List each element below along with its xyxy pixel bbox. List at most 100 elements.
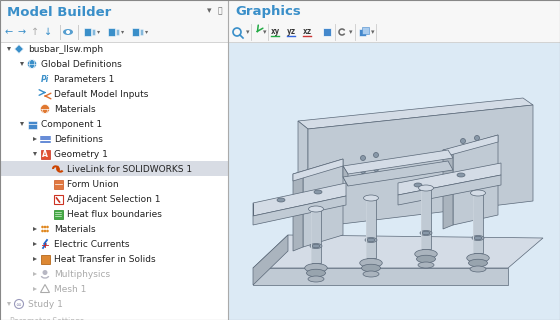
Text: ▾: ▾ bbox=[349, 29, 352, 35]
Text: A: A bbox=[42, 150, 48, 159]
Polygon shape bbox=[398, 175, 501, 205]
Polygon shape bbox=[33, 257, 37, 261]
Polygon shape bbox=[311, 209, 321, 263]
Polygon shape bbox=[443, 148, 453, 229]
Ellipse shape bbox=[457, 173, 465, 177]
Ellipse shape bbox=[466, 253, 489, 262]
Text: →: → bbox=[18, 27, 26, 37]
Bar bbox=[108, 28, 115, 36]
Text: ∞: ∞ bbox=[15, 301, 21, 308]
Polygon shape bbox=[303, 159, 343, 247]
Polygon shape bbox=[453, 135, 498, 225]
Circle shape bbox=[44, 226, 46, 228]
Bar bbox=[54, 180, 63, 189]
Text: Heat Transfer in Solids: Heat Transfer in Solids bbox=[54, 255, 156, 264]
Ellipse shape bbox=[418, 262, 434, 268]
Polygon shape bbox=[343, 161, 453, 186]
Text: Geometry 1: Geometry 1 bbox=[54, 150, 108, 159]
Bar bbox=[140, 29, 143, 35]
Bar bbox=[0, 161, 228, 176]
Ellipse shape bbox=[309, 206, 324, 212]
Polygon shape bbox=[366, 198, 376, 258]
Bar bbox=[0, 0, 228, 22]
Bar bbox=[0, 22, 228, 42]
Ellipse shape bbox=[305, 263, 327, 273]
Bar bbox=[228, 22, 560, 42]
Ellipse shape bbox=[277, 198, 285, 202]
Bar bbox=[92, 29, 95, 35]
Polygon shape bbox=[398, 163, 501, 195]
Ellipse shape bbox=[361, 156, 366, 161]
Bar bbox=[362, 27, 369, 34]
Ellipse shape bbox=[460, 139, 465, 143]
Polygon shape bbox=[20, 62, 24, 66]
Text: ↑: ↑ bbox=[31, 27, 39, 37]
Text: xy: xy bbox=[270, 28, 279, 36]
Ellipse shape bbox=[460, 153, 465, 157]
Circle shape bbox=[46, 226, 49, 228]
Circle shape bbox=[66, 30, 70, 34]
Circle shape bbox=[44, 230, 46, 232]
Text: ▾: ▾ bbox=[371, 29, 375, 35]
Bar bbox=[27, 121, 36, 129]
Text: Global Definitions: Global Definitions bbox=[41, 60, 122, 69]
Text: busbar_llsw.mph: busbar_llsw.mph bbox=[28, 45, 103, 54]
Polygon shape bbox=[33, 137, 37, 141]
Circle shape bbox=[46, 230, 49, 232]
Ellipse shape bbox=[420, 230, 432, 236]
Polygon shape bbox=[298, 98, 533, 129]
Text: Form Union: Form Union bbox=[67, 180, 119, 189]
Text: Pi: Pi bbox=[41, 75, 49, 84]
Bar bbox=[228, 0, 560, 22]
Ellipse shape bbox=[363, 195, 379, 201]
Text: yz: yz bbox=[286, 28, 296, 36]
Ellipse shape bbox=[470, 266, 486, 272]
Text: Materials: Materials bbox=[54, 105, 96, 114]
Bar bbox=[228, 43, 560, 320]
Circle shape bbox=[43, 270, 48, 275]
Bar bbox=[132, 28, 139, 36]
Text: Model Builder: Model Builder bbox=[7, 5, 111, 19]
Ellipse shape bbox=[361, 169, 366, 173]
Polygon shape bbox=[33, 287, 37, 291]
Text: ▾: ▾ bbox=[246, 29, 250, 35]
Text: Default Model Inputs: Default Model Inputs bbox=[54, 90, 148, 99]
Text: Materials: Materials bbox=[54, 225, 96, 234]
Ellipse shape bbox=[374, 166, 379, 172]
Polygon shape bbox=[33, 272, 37, 276]
Ellipse shape bbox=[312, 244, 320, 248]
Circle shape bbox=[40, 105, 49, 114]
Ellipse shape bbox=[415, 250, 437, 259]
Ellipse shape bbox=[418, 185, 433, 191]
Ellipse shape bbox=[314, 190, 322, 194]
Ellipse shape bbox=[474, 236, 482, 240]
Polygon shape bbox=[253, 235, 288, 285]
Circle shape bbox=[41, 230, 44, 232]
Polygon shape bbox=[298, 121, 308, 228]
Ellipse shape bbox=[374, 153, 379, 157]
Text: Multiphysics: Multiphysics bbox=[54, 270, 110, 279]
Polygon shape bbox=[308, 105, 533, 228]
Ellipse shape bbox=[414, 183, 422, 187]
Text: xz: xz bbox=[302, 28, 311, 36]
Polygon shape bbox=[7, 47, 11, 51]
Bar bbox=[228, 0, 560, 320]
Text: LiveLink for SOLIDWORKS 1: LiveLink for SOLIDWORKS 1 bbox=[67, 165, 192, 174]
Polygon shape bbox=[421, 188, 431, 249]
Polygon shape bbox=[343, 150, 453, 174]
Polygon shape bbox=[20, 122, 24, 126]
Bar bbox=[323, 28, 331, 36]
Circle shape bbox=[41, 226, 44, 228]
Bar bbox=[54, 195, 63, 204]
Ellipse shape bbox=[63, 29, 73, 35]
Bar bbox=[116, 29, 119, 35]
Polygon shape bbox=[343, 166, 348, 186]
Circle shape bbox=[27, 60, 36, 68]
Text: Study 1: Study 1 bbox=[28, 300, 63, 309]
Ellipse shape bbox=[362, 264, 380, 272]
Ellipse shape bbox=[417, 255, 436, 263]
Ellipse shape bbox=[472, 236, 484, 241]
Polygon shape bbox=[253, 183, 346, 216]
Ellipse shape bbox=[360, 259, 382, 268]
Text: Parameters 1: Parameters 1 bbox=[54, 75, 114, 84]
